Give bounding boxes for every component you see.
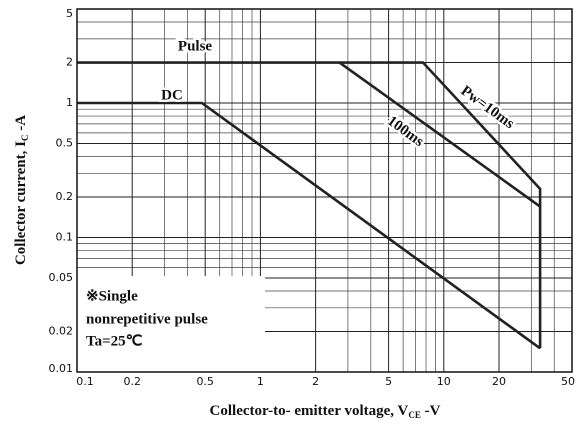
annotation: Pulse [178, 38, 213, 54]
lines [77, 61, 542, 350]
y-tick-label: 0.01 [49, 362, 74, 375]
y-tick-label: 2 [66, 56, 73, 69]
x-axis-label: Collector-to- emitter voltage, VCE -V [210, 403, 441, 420]
x-tick-label: 2 [312, 375, 319, 388]
frame [76, 8, 573, 373]
y-tick-label: 0.2 [56, 190, 74, 203]
y-tick-label: 1 [66, 96, 73, 109]
y-axis-label: Collector current, IC -A [13, 115, 30, 265]
note-line: Ta=25℃ [86, 333, 143, 349]
x-tick-label: 10 [437, 375, 451, 388]
series-label: DC [161, 87, 183, 103]
y-tick-label: 0.02 [49, 325, 74, 338]
y-tick-label: 0.1 [56, 231, 74, 244]
y-tick-label: 0.5 [56, 136, 74, 149]
series-line [77, 61, 542, 349]
y-tick-label: 5 [66, 7, 73, 20]
x-tick-label: 1 [257, 375, 264, 388]
series-line [77, 101, 541, 350]
x-tick-label: 50 [561, 375, 575, 388]
y-tick-label: 0.05 [49, 271, 74, 284]
note-line: nonrepetitive pulse [86, 311, 208, 327]
note-line: ※Single [86, 288, 138, 304]
x-tick-label: 0.2 [123, 375, 141, 388]
x-tick-label: 5 [385, 375, 392, 388]
note-box [77, 276, 265, 372]
grid [76, 8, 573, 373]
x-tick-label: 0.1 [76, 375, 94, 388]
series-line [338, 61, 541, 208]
x-tick-label: 0.5 [196, 375, 214, 388]
x-tick-label: 20 [492, 375, 506, 388]
